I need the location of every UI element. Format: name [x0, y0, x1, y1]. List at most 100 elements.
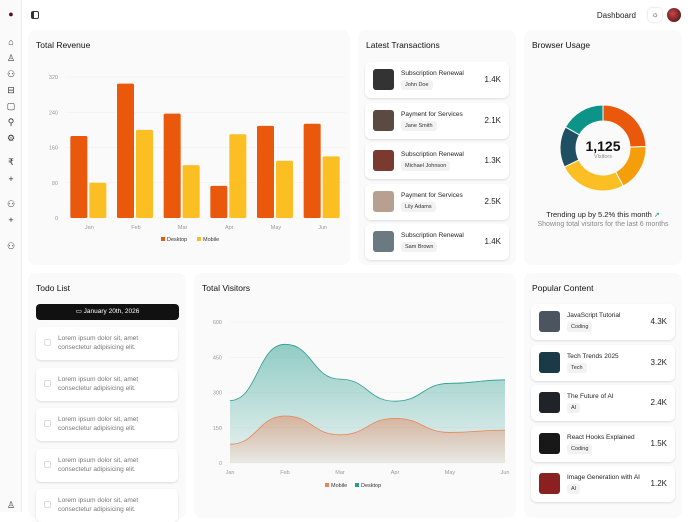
thumbnail: [539, 432, 560, 454]
item-value: 2.1K: [484, 115, 501, 125]
sun-icon[interactable]: ☼: [648, 8, 662, 22]
trend-subtitle: Showing total visitors for the last 6 mo…: [537, 221, 669, 228]
x-tick-label: Apr: [225, 225, 234, 231]
x-tick-label: Mar: [178, 225, 188, 231]
item-value: 2.5K: [484, 196, 501, 206]
rupee-icon[interactable]: ₹: [8, 157, 14, 167]
list-item[interactable]: Subscription Renewal Sam Brown 1.4K: [365, 224, 509, 260]
item-title: Subscription Renewal: [401, 70, 464, 77]
item-tag: Coding: [567, 322, 593, 332]
item-title: The Future of AI: [567, 393, 614, 400]
trend-row: Trending up by 5.2% this month ↗: [524, 210, 682, 219]
users-icon[interactable]: ⚇: [6, 241, 16, 251]
x-tick-label: Jun: [501, 470, 510, 476]
y-tick-label: 0: [55, 216, 58, 222]
todo-item[interactable]: Lorem ipsum dolor sit, amet consectetur …: [36, 367, 178, 401]
thumbnail: [373, 231, 394, 252]
todo-list-card: Todo List ▭ January 20th, 2026 Lorem ips…: [28, 273, 186, 522]
bar-mobile: [136, 129, 153, 218]
bar-mobile: [89, 182, 107, 218]
thumbnail: [539, 351, 560, 373]
home-icon[interactable]: ⌂: [8, 37, 14, 47]
donut-slice: [564, 104, 604, 136]
y-tick-label: 240: [49, 110, 58, 116]
legend-swatch: [197, 237, 201, 241]
x-tick-label: Jan: [85, 225, 94, 231]
thumbnail: [373, 190, 394, 212]
sidebar: ● ⌂ ♙ ⚇ ⊟ ▢ ⚲ ⚙ ₹ + ⚇ + ⚇ ♙: [0, 0, 22, 512]
item-tag: John Doe: [401, 80, 433, 90]
users-icon[interactable]: ⚇: [6, 69, 16, 79]
bar-mobile: [182, 165, 200, 218]
x-tick-label: Jan: [226, 470, 235, 476]
todo-item[interactable]: Lorem ipsum dolor sit, amet consectetur …: [36, 327, 178, 360]
todo-checkbox[interactable]: [44, 460, 51, 468]
list-item[interactable]: React Hooks Explained Coding 1.5K: [531, 425, 675, 462]
plus-icon[interactable]: +: [8, 174, 14, 184]
popular-content-card: Popular Content JavaScript Tutorial Codin…: [524, 273, 682, 518]
logo-icon[interactable]: ●: [8, 9, 14, 19]
bar-desktop: [70, 136, 88, 218]
thumbnail: [373, 150, 394, 171]
todo-item[interactable]: Lorem ipsum dolor sit, amet consectetur …: [36, 448, 178, 482]
y-tick-label: 450: [213, 355, 222, 361]
bar-desktop: [117, 83, 134, 218]
list-item[interactable]: The Future of AI AI 2.4K: [531, 385, 675, 421]
legend-label: Desktop: [167, 237, 187, 243]
todo-checkbox[interactable]: [44, 379, 51, 387]
thumbnail: [539, 392, 560, 413]
thumbnail: [539, 311, 560, 332]
x-tick-label: May: [271, 225, 282, 231]
list-item[interactable]: Subscription Renewal Michael Johnson 1.3K: [365, 143, 509, 179]
card-title: Todo List: [36, 283, 71, 293]
user-icon[interactable]: ♙: [6, 53, 16, 63]
todo-checkbox[interactable]: [44, 339, 51, 346]
item-tag: Michael Johnson: [401, 161, 451, 171]
list-item[interactable]: JavaScript Tutorial Coding 4.3K: [531, 304, 675, 340]
x-tick-label: Apr: [391, 470, 400, 476]
calendar-icon[interactable]: ▢: [6, 101, 16, 111]
item-value: 3.2K: [650, 357, 667, 367]
item-tag: AI: [567, 403, 581, 413]
item-tag: Tech: [567, 362, 587, 373]
todo-text: Lorem ipsum dolor sit, amet consectetur …: [58, 375, 139, 392]
breadcrumb-dashboard[interactable]: Dashboard: [596, 11, 636, 20]
todo-item[interactable]: Lorem ipsum dolor sit, amet consectetur …: [36, 408, 178, 441]
item-title: Tech Trends 2025: [567, 352, 619, 360]
thumbnail: [373, 69, 394, 90]
inbox-icon[interactable]: ⊟: [7, 85, 15, 95]
avatar[interactable]: [667, 8, 681, 22]
item-value: 1.2K: [650, 479, 667, 488]
todo-checkbox[interactable]: [44, 420, 51, 427]
date-picker-button[interactable]: ▭ January 20th, 2026: [36, 304, 179, 320]
item-title: Subscription Renewal: [401, 151, 464, 158]
list-item[interactable]: Subscription Renewal John Doe 1.4K: [365, 62, 509, 98]
trend-text: Trending up by 5.2% this month: [546, 210, 652, 219]
list-item[interactable]: Image Generation with AI AI 1.2K: [531, 466, 675, 502]
users-icon[interactable]: ⚇: [6, 199, 16, 209]
card-title: Total Revenue: [36, 40, 91, 50]
legend-label: Mobile: [331, 483, 347, 489]
revenue-bar-chart: 0 80 160 240 320 Jan Feb Mar Apr May Jun Desktop Mob…: [49, 75, 346, 243]
thumbnail: [373, 109, 394, 131]
y-tick-label: 160: [49, 146, 58, 152]
todo-checkbox[interactable]: [44, 501, 51, 508]
todo-item[interactable]: Lorem ipsum dolor sit, amet consectetur …: [36, 489, 178, 522]
sidebar-toggle-icon[interactable]: [31, 11, 39, 19]
bar-mobile: [276, 160, 293, 218]
card-title: Total Visitors: [202, 283, 251, 293]
settings-icon[interactable]: ⚙: [6, 133, 16, 143]
plus-icon[interactable]: +: [8, 215, 14, 225]
y-tick-label: 0: [219, 461, 222, 467]
total-visitors-card: Total Visitors 0 150 300 450 600 Jan Feb Mar Apr…: [194, 273, 516, 518]
browser-donut-chart: [559, 104, 647, 192]
list-item[interactable]: Payment for Services Lily Adams 2.5K: [365, 183, 509, 220]
legend-swatch: [161, 237, 165, 241]
list-item[interactable]: Payment for Services Jane Smith 2.1K: [365, 102, 509, 139]
donut-slice: [563, 159, 624, 192]
list-item[interactable]: Tech Trends 2025 Tech 3.2K: [531, 344, 675, 381]
top-bar: Dashboard ☼: [22, 0, 688, 30]
search-icon[interactable]: ⚲: [7, 117, 15, 127]
user-icon[interactable]: ♙: [6, 500, 16, 510]
total-revenue-card: Total Revenue 0 80 160 240 320 Jan Feb Mar Apr Ma…: [28, 30, 350, 265]
